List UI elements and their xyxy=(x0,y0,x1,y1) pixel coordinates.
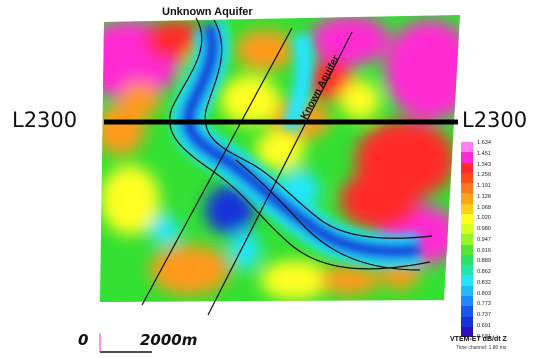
legend-value: 1.128 xyxy=(477,193,491,200)
legend-value: 1.259 xyxy=(477,172,491,179)
line-label-right: L2300 xyxy=(462,108,528,132)
interpretation-line-east xyxy=(207,31,353,316)
legend-title: VTEM-ET dB/dt Z xyxy=(450,336,507,343)
scale-end-label: 2000m xyxy=(140,331,198,349)
scale-start-label: 0 xyxy=(78,331,89,349)
unknown-aquifer-label: Unknown Aquifer xyxy=(162,6,253,18)
legend-value: 0.862 xyxy=(477,269,491,276)
legend-value: 1.451 xyxy=(477,150,491,157)
legend-value: 0.773 xyxy=(477,301,491,308)
legend-value: 0.916 xyxy=(477,247,491,254)
aquifer-boundary-west xyxy=(169,17,431,270)
legend-value: 0.621 xyxy=(477,333,491,340)
interpretation-line-west xyxy=(141,27,293,306)
legend-value: 1.020 xyxy=(477,215,491,222)
line-label-left: L2300 xyxy=(12,108,78,132)
legend-value: 1.068 xyxy=(477,204,491,211)
survey-area xyxy=(100,15,460,302)
legend-value: 0.737 xyxy=(477,312,491,319)
aquifer-boundary-outer xyxy=(235,159,421,271)
aquifer-boundary-east xyxy=(204,19,433,239)
legend-value: 0.980 xyxy=(477,226,491,233)
legend-value: 1.634 xyxy=(477,140,491,146)
legend-subtitle: Time channel: 1.80 ms xyxy=(456,345,507,351)
legend-value: 1.191 xyxy=(477,183,491,190)
legend-value: 0.889 xyxy=(477,258,491,265)
legend-value: 0.832 xyxy=(477,279,491,286)
legend-value: 0.691 xyxy=(477,323,491,330)
legend-values: 1.634 1.451 1.343 1.259 1.191 1.128 1.068 1.020… xyxy=(477,140,517,340)
legend-value: 0.803 xyxy=(477,290,491,297)
legend-value: 0.947 xyxy=(477,236,491,243)
legend-value: 1.343 xyxy=(477,161,491,168)
legend-color-ramp xyxy=(461,142,473,338)
